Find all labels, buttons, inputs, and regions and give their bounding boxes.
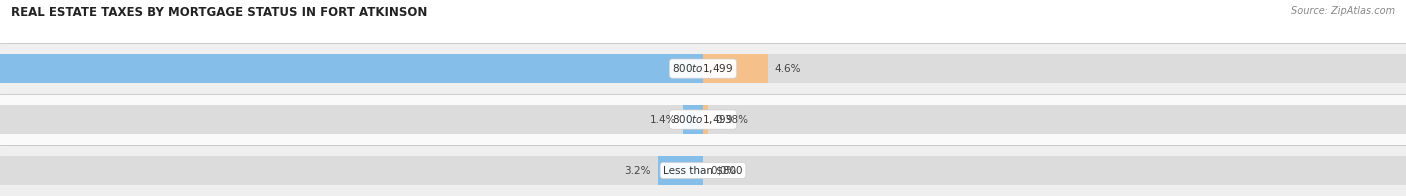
Text: 3.2%: 3.2% bbox=[624, 165, 651, 176]
Bar bbox=[0, 105, 1406, 134]
Text: 0.0%: 0.0% bbox=[710, 165, 737, 176]
Text: 4.6%: 4.6% bbox=[775, 64, 801, 74]
Text: Less than $800: Less than $800 bbox=[664, 165, 742, 176]
Bar bbox=[658, 156, 703, 185]
Bar bbox=[0, 94, 1406, 145]
Text: REAL ESTATE TAXES BY MORTGAGE STATUS IN FORT ATKINSON: REAL ESTATE TAXES BY MORTGAGE STATUS IN … bbox=[11, 6, 427, 19]
Text: 1.4%: 1.4% bbox=[650, 114, 676, 125]
Bar bbox=[0, 43, 1406, 94]
Text: Source: ZipAtlas.com: Source: ZipAtlas.com bbox=[1291, 6, 1395, 16]
Bar bbox=[703, 105, 709, 134]
Bar bbox=[0, 54, 1406, 83]
Bar bbox=[0, 156, 1406, 185]
Bar bbox=[0, 54, 703, 83]
Text: $800 to $1,499: $800 to $1,499 bbox=[672, 62, 734, 75]
Bar bbox=[683, 105, 703, 134]
Text: 0.38%: 0.38% bbox=[716, 114, 748, 125]
Text: $800 to $1,499: $800 to $1,499 bbox=[672, 113, 734, 126]
Bar bbox=[0, 145, 1406, 196]
Bar bbox=[703, 54, 768, 83]
